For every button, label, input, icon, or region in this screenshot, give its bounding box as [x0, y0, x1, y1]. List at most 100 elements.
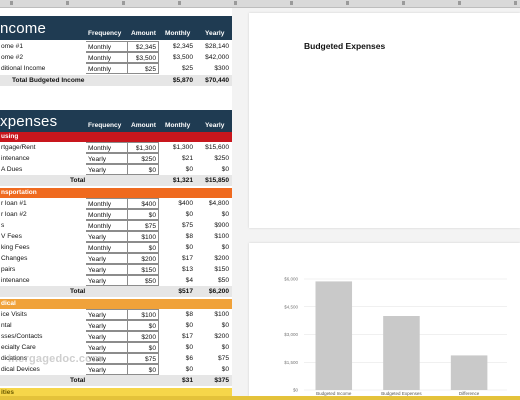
- housing-total-row: Total $1,321 $15,850: [0, 175, 232, 186]
- income-amount-input[interactable]: $25: [117, 63, 159, 74]
- housing-yearly: $0: [221, 166, 229, 173]
- income-yearly: $300: [214, 65, 229, 72]
- x-tick-label: Budgeted Expenses: [381, 391, 422, 396]
- bar-chart-card[interactable]: $6,000 $4,500 $3,000 $1,500 $0 Budgeted Incom…: [249, 243, 520, 396]
- housing-frequency-select[interactable]: Monthly: [86, 142, 128, 153]
- income-amount-input[interactable]: $2,345: [117, 41, 159, 52]
- transportation-frequency-select[interactable]: Monthly: [86, 198, 128, 209]
- col-monthly: Monthly: [165, 30, 191, 37]
- income-total-row: Total Budgeted Income $5,870 $70,440: [0, 75, 232, 86]
- transportation-row: Changes Yearly $200 $17 $200: [0, 253, 232, 264]
- medical-label: ecialty Care: [1, 344, 36, 351]
- ruler-mark: [514, 1, 517, 5]
- col-amount: Amount: [131, 30, 156, 37]
- transportation-amount-input[interactable]: $400: [117, 198, 159, 209]
- income-total-yearly: $70,440: [205, 77, 229, 84]
- income-label: ome #2: [1, 54, 23, 61]
- transportation-total-yearly: $6,200: [208, 288, 229, 295]
- transportation-label: r loan #2: [1, 211, 27, 218]
- medical-frequency-select[interactable]: Yearly: [86, 331, 128, 342]
- transportation-monthly: $0: [185, 244, 193, 251]
- y-tick-label: $0: [293, 388, 299, 393]
- transportation-frequency-select[interactable]: Monthly: [86, 220, 128, 231]
- medical-label: dications: [1, 355, 28, 362]
- transportation-monthly: $400: [178, 200, 193, 207]
- medical-band: dical: [0, 299, 232, 309]
- medical-amount-input[interactable]: $0: [117, 342, 159, 353]
- y-tick-label: $3,000: [284, 332, 298, 337]
- medical-label: dical Devices: [1, 366, 40, 373]
- housing-monthly: $0: [185, 166, 193, 173]
- transportation-frequency-select[interactable]: Yearly: [86, 275, 128, 286]
- medical-row: dical Devices Yearly $0 $0 $0: [0, 364, 232, 375]
- medical-frequency-select[interactable]: Yearly: [86, 320, 128, 331]
- housing-frequency-select[interactable]: Yearly: [86, 164, 128, 175]
- transportation-row: s Monthly $75 $75 $900: [0, 220, 232, 231]
- housing-amount-input[interactable]: $1,300: [117, 142, 159, 153]
- col-frequency: Frequency: [88, 30, 122, 37]
- col-monthly: Monthly: [165, 122, 191, 129]
- transportation-frequency-select[interactable]: Yearly: [86, 253, 128, 264]
- medical-row: ice Visits Yearly $100 $8 $100: [0, 309, 232, 320]
- transportation-amount-input[interactable]: $0: [117, 242, 159, 253]
- transportation-row: r loan #1 Monthly $400 $400 $4,800: [0, 198, 232, 209]
- medical-frequency-select[interactable]: Yearly: [86, 309, 128, 320]
- transportation-amount-input[interactable]: $75: [117, 220, 159, 231]
- transportation-amount-input[interactable]: $100: [117, 231, 159, 242]
- income-row: ditional Income Monthly $25 $25 $300: [0, 63, 232, 74]
- medical-amount-input[interactable]: $75: [117, 353, 159, 364]
- transportation-label: pairs: [1, 266, 16, 273]
- pie-chart: 32.2%10.8%10%7.4%9.5%5.9%12.2%: [249, 13, 520, 228]
- transportation-frequency-select[interactable]: Monthly: [86, 242, 128, 253]
- medical-amount-input[interactable]: $100: [117, 309, 159, 320]
- transportation-monthly: $75: [181, 222, 193, 229]
- transportation-frequency-select[interactable]: Monthly: [86, 209, 128, 220]
- medical-frequency-select[interactable]: Yearly: [86, 364, 128, 375]
- y-tick-label: $4,500: [284, 304, 298, 309]
- transportation-amount-input[interactable]: $200: [117, 253, 159, 264]
- transportation-frequency-select[interactable]: Yearly: [86, 264, 128, 275]
- transportation-amount-input[interactable]: $0: [117, 209, 159, 220]
- ruler-mark: [402, 1, 405, 5]
- medical-amount-input[interactable]: $200: [117, 331, 159, 342]
- income-row: ome #1 Monthly $2,345 $2,345 $28,140: [0, 41, 232, 52]
- medical-amount-input[interactable]: $0: [117, 320, 159, 331]
- bar-chart: $6,000 $4,500 $3,000 $1,500 $0 Budgeted Incom…: [284, 277, 507, 396]
- income-frequency-select[interactable]: Monthly: [86, 63, 128, 74]
- income-total-label: Total Budgeted Income: [12, 77, 85, 84]
- housing-amount-input[interactable]: $0: [117, 164, 159, 175]
- income-title: ncome: [0, 20, 47, 37]
- housing-amount-input[interactable]: $250: [117, 153, 159, 164]
- transportation-amount-input[interactable]: $50: [117, 275, 159, 286]
- medical-frequency-select[interactable]: Yearly: [86, 342, 128, 353]
- pie-chart-card[interactable]: Budgeted Expenses 32.2%10.8%10%7.4%9.5%5…: [249, 13, 520, 228]
- budget-spreadsheet[interactable]: ncome Frequency Amount Monthly Yearly om…: [0, 8, 232, 396]
- housing-row: intenance Yearly $250 $21 $250: [0, 153, 232, 164]
- medical-yearly: $100: [214, 311, 229, 318]
- watermark-text: Inergagedoc.com: [8, 353, 103, 365]
- housing-yearly: $250: [214, 155, 229, 162]
- housing-frequency-select[interactable]: Yearly: [86, 153, 128, 164]
- income-frequency-select[interactable]: Monthly: [86, 52, 128, 63]
- expenses-header: xpenses Frequency Amount Monthly Yearly: [0, 110, 232, 132]
- transportation-frequency-select[interactable]: Yearly: [86, 231, 128, 242]
- income-row: ome #2 Monthly $3,500 $3,500 $42,000: [0, 52, 232, 63]
- income-frequency-select[interactable]: Monthly: [86, 41, 128, 52]
- window-top-bar: [0, 0, 520, 8]
- transportation-yearly: $100: [214, 233, 229, 240]
- medical-amount-input[interactable]: $0: [117, 364, 159, 375]
- medical-monthly: $8: [185, 311, 193, 318]
- transportation-row: intenance Yearly $50 $4 $50: [0, 275, 232, 286]
- income-amount-input[interactable]: $3,500: [117, 52, 159, 63]
- transportation-row: r loan #2 Monthly $0 $0 $0: [0, 209, 232, 220]
- housing-monthly: $21: [181, 155, 193, 162]
- transportation-amount-input[interactable]: $150: [117, 264, 159, 275]
- medical-row: ecialty Care Yearly $0 $0 $0: [0, 342, 232, 353]
- income-monthly: $25: [181, 65, 193, 72]
- expenses-title: xpenses: [0, 113, 58, 130]
- medical-frequency-select[interactable]: Yearly: [86, 353, 128, 364]
- transportation-monthly: $0: [185, 211, 193, 218]
- transportation-label: r loan #1: [1, 200, 27, 207]
- ruler-mark: [10, 1, 13, 5]
- medical-monthly: $0: [185, 366, 193, 373]
